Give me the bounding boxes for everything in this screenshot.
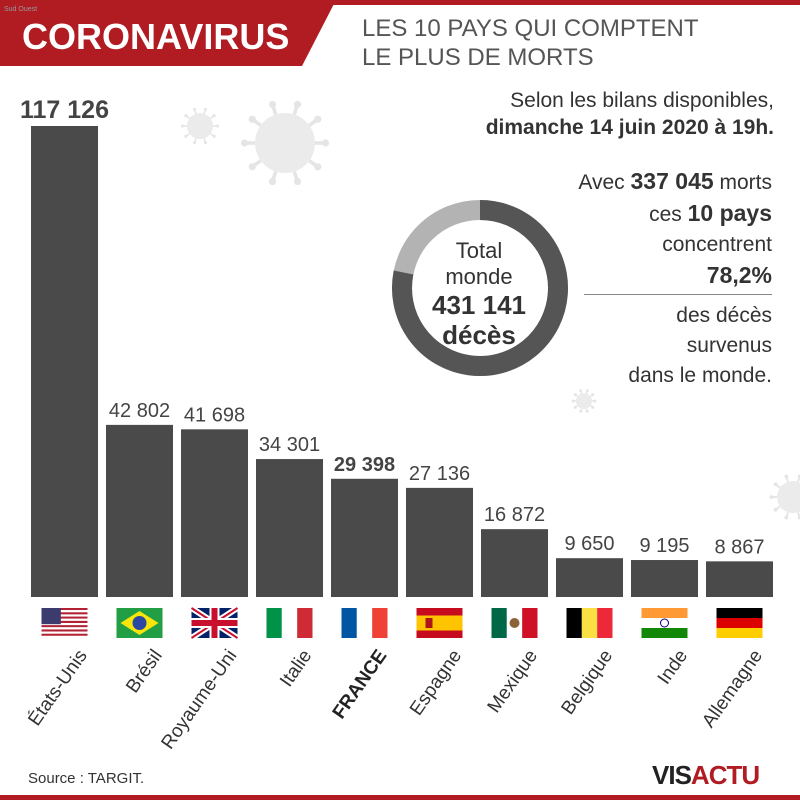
bar [31, 126, 98, 597]
page-title: CORONAVIRUS [22, 16, 290, 57]
virus-icon [571, 389, 597, 413]
bar [481, 529, 548, 597]
france-flag-icon [341, 608, 388, 638]
title-banner-shape [0, 0, 336, 66]
value-label: 9 650 [564, 533, 614, 555]
summary-percent: 78,2% [706, 262, 772, 288]
logo-part-2: ACTU [690, 760, 760, 790]
source-note: Source : TARGIT. [28, 770, 145, 787]
bottom-accent-bar [0, 795, 800, 800]
bar [556, 558, 623, 597]
donut-unit: décès [442, 320, 516, 350]
date-line-1: Selon les bilans disponibles, [510, 89, 774, 112]
belgium-flag-icon [566, 608, 613, 638]
virus-icon [240, 100, 330, 186]
virus-decorations [180, 100, 800, 520]
summary-line-2: ces 10 pays [578, 198, 772, 230]
spain-flag-icon [416, 608, 463, 638]
donut-top10-arc [392, 200, 568, 376]
summary-line-3: concentrent [662, 233, 772, 256]
date-block: Selon les bilans disponibles, dimanche 1… [486, 87, 774, 141]
virus-icon [180, 107, 220, 145]
summary-top10-deaths: 337 045 [630, 168, 714, 194]
credit-small: Sud Ouest [4, 6, 38, 13]
summary-text-1: Avec [578, 171, 631, 194]
uk-flag-icon [189, 605, 240, 641]
value-label: 29 398 [334, 454, 395, 476]
summary-line-7: dans le monde. [628, 364, 772, 387]
value-label: 34 301 [259, 434, 320, 456]
bars [31, 126, 773, 597]
summary-line-6: survenus [686, 334, 772, 357]
summary-10-pays: 10 pays [687, 200, 772, 226]
top-accent-bar [0, 0, 800, 5]
value-label: 42 802 [109, 400, 170, 422]
summary-divider [584, 294, 772, 295]
mexico-flag-icon [491, 608, 538, 638]
value-label: 117 126 [20, 96, 109, 124]
donut-line-2: monde [445, 264, 513, 289]
us-flag-icon [41, 608, 88, 638]
value-label: 8 867 [714, 536, 764, 558]
value-label: 41 698 [184, 404, 245, 426]
subtitle-line-2: LE PLUS DE MORTS [362, 44, 594, 71]
subtitle: LES 10 PAYS QUI COMPTENT LE PLUS DE MORT… [362, 14, 699, 72]
visactu-logo: VISACTU [652, 760, 760, 791]
bar [706, 561, 773, 597]
bar [631, 560, 698, 597]
bar [256, 459, 323, 597]
virus-icon [769, 474, 800, 520]
india-flag-icon [641, 608, 688, 638]
summary-text-2: morts [713, 171, 772, 194]
value-labels: 117 126 42 802 41 698 34 301 29 398 27 136 16 … [20, 96, 765, 558]
bar [181, 429, 248, 597]
title-banner [0, 0, 336, 66]
value-label: 16 872 [484, 504, 545, 526]
summary-text-3: ces [649, 203, 688, 226]
brazil-flag-icon [116, 608, 163, 638]
summary-line-1: Avec 337 045 morts [578, 166, 772, 198]
germany-flag-icon [716, 608, 763, 638]
italy-flag-icon [266, 608, 313, 638]
donut-center-text: Total monde 431 141 décès [412, 238, 546, 350]
donut-chart [392, 200, 568, 376]
date-line-2: dimanche 14 juin 2020 à 19h. [485, 116, 774, 139]
subtitle-line-1: LES 10 PAYS QUI COMPTENT [362, 15, 699, 42]
value-label: 27 136 [409, 463, 470, 485]
donut-line-1: Total [455, 238, 503, 263]
bar [406, 487, 473, 597]
flags [41, 605, 763, 641]
bar [106, 424, 173, 597]
value-label: 9 195 [639, 535, 689, 557]
bar [331, 478, 398, 597]
summary-line-5: des décès [676, 304, 772, 327]
donut-total-value: 431 141 [432, 290, 526, 320]
logo-part-1: VIS [652, 760, 692, 790]
summary-text: Avec 337 045 morts ces 10 pays concentre… [578, 166, 772, 391]
